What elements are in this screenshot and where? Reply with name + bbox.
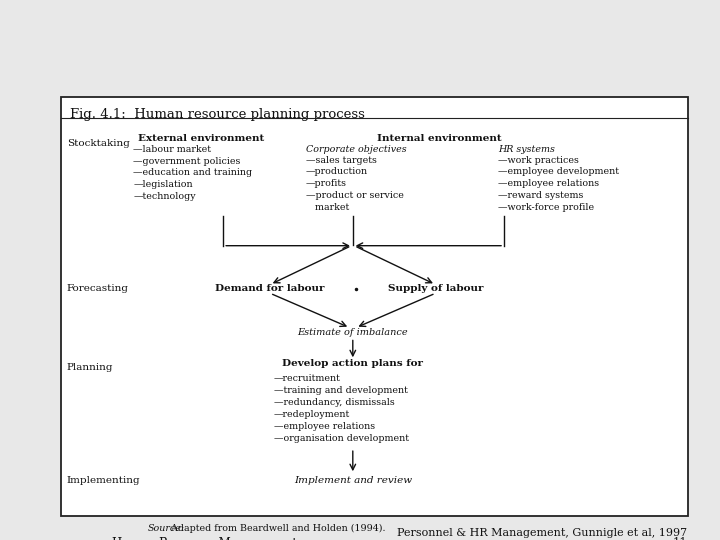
Text: Stocktaking: Stocktaking — [67, 139, 130, 148]
Text: —reward systems: —reward systems — [498, 191, 584, 200]
Text: —labour market: —labour market — [133, 145, 211, 154]
Text: —education and training: —education and training — [133, 168, 252, 178]
Text: —government policies: —government policies — [133, 157, 240, 166]
Text: —employee relations: —employee relations — [498, 179, 599, 188]
Text: —legislation: —legislation — [133, 180, 193, 190]
Text: Estimate of imbalance: Estimate of imbalance — [297, 328, 408, 336]
Text: —employee development: —employee development — [498, 167, 619, 177]
Text: —redundancy, dismissals: —redundancy, dismissals — [274, 398, 395, 407]
Text: Demand for labour: Demand for labour — [215, 285, 325, 293]
Text: —technology: —technology — [133, 192, 196, 201]
Text: Human Resource Management: Human Resource Management — [112, 537, 297, 540]
Text: —employee relations: —employee relations — [274, 422, 374, 431]
Text: —work-force profile: —work-force profile — [498, 203, 595, 212]
Text: 11: 11 — [673, 537, 688, 540]
Text: —product or service: —product or service — [306, 191, 404, 200]
Text: —production: —production — [306, 167, 368, 177]
Text: External environment: External environment — [138, 134, 265, 143]
Text: —organisation development: —organisation development — [274, 434, 409, 443]
FancyBboxPatch shape — [61, 97, 688, 516]
Text: Internal environment: Internal environment — [377, 134, 502, 143]
Text: HR systems: HR systems — [498, 145, 555, 154]
Text: —recruitment: —recruitment — [274, 374, 341, 383]
Text: Implement and review: Implement and review — [294, 476, 412, 485]
Text: Planning: Planning — [67, 363, 114, 372]
Text: Personnel & HR Management, Gunnigle et al, 1997: Personnel & HR Management, Gunnigle et a… — [397, 528, 688, 538]
Text: Source:: Source: — [148, 524, 185, 534]
Text: —sales targets: —sales targets — [306, 156, 377, 165]
Text: —work practices: —work practices — [498, 156, 579, 165]
Text: Forecasting: Forecasting — [67, 285, 129, 293]
Text: Corporate objectives: Corporate objectives — [306, 145, 407, 154]
Text: Develop action plans for: Develop action plans for — [282, 359, 423, 368]
Text: Adapted from Beardwell and Holden (1994).: Adapted from Beardwell and Holden (1994)… — [168, 524, 385, 534]
Text: —training and development: —training and development — [274, 386, 408, 395]
Text: —redeployment: —redeployment — [274, 410, 350, 419]
Text: —profits: —profits — [306, 179, 347, 188]
Text: Supply of labour: Supply of labour — [388, 285, 483, 293]
Text: Implementing: Implementing — [67, 476, 140, 485]
Text: market: market — [306, 203, 349, 212]
Text: Fig. 4.1:  Human resource planning process: Fig. 4.1: Human resource planning proces… — [70, 108, 365, 121]
